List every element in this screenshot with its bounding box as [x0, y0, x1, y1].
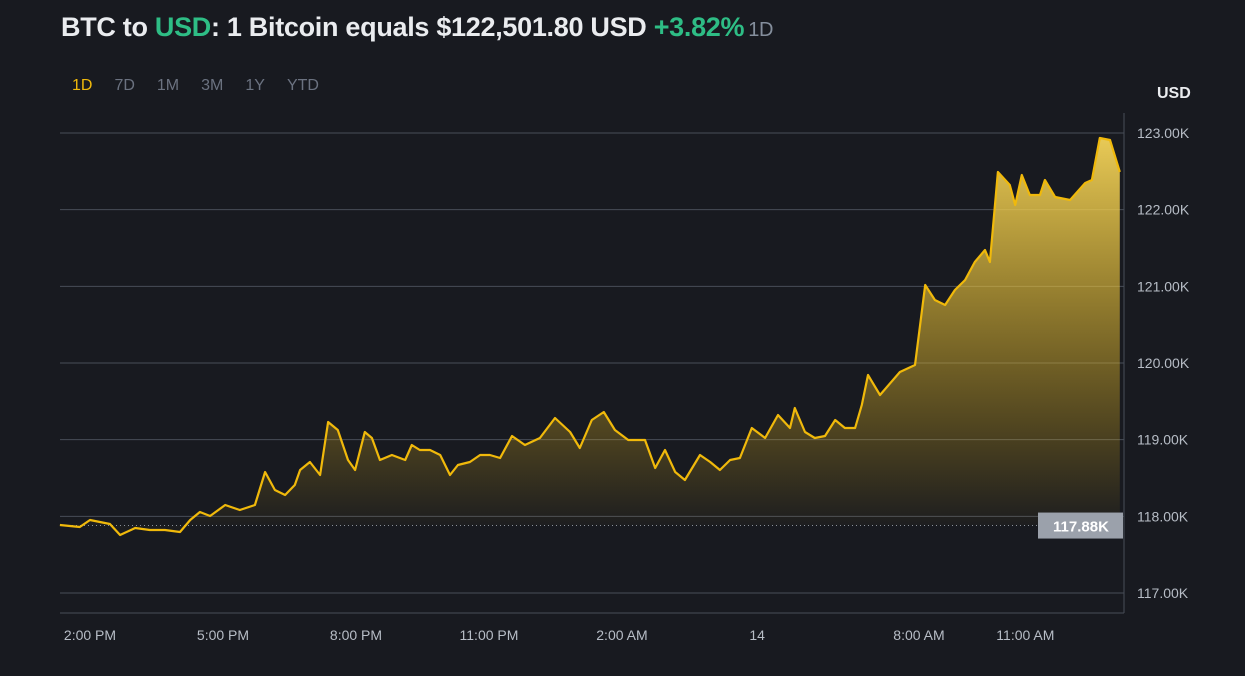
y-tick-label: 119.00K — [1137, 432, 1189, 448]
x-tick-label: 8:00 AM — [893, 627, 944, 643]
y-tick-label: 120.00K — [1137, 355, 1190, 371]
y-tick-label: 122.00K — [1137, 202, 1190, 218]
price-statement: : 1 Bitcoin equals $122,501.80 USD — [211, 12, 654, 42]
x-tick-label: 8:00 PM — [330, 627, 382, 643]
y-tick-label: 121.00K — [1137, 278, 1190, 294]
quote-label: USD — [154, 12, 211, 42]
x-tick-label: 11:00 PM — [460, 627, 519, 643]
y-tick-label: 117.00K — [1137, 585, 1189, 601]
tab-1m[interactable]: 1M — [156, 77, 180, 94]
change-percent: +3.82% — [653, 12, 745, 42]
x-tick-label: 14 — [749, 627, 765, 643]
period-label: 1D — [748, 19, 774, 41]
reference-label: 117.88K — [1053, 519, 1109, 536]
base-label: BTC to — [61, 12, 155, 42]
y-axis-unit: USD — [1157, 85, 1191, 102]
tab-1y[interactable]: 1Y — [245, 77, 265, 94]
tab-1d[interactable]: 1D — [72, 77, 93, 94]
x-tick-label: 11:00 AM — [996, 627, 1054, 643]
plot-area — [59, 136, 1124, 537]
tab-7d[interactable]: 7D — [114, 77, 135, 94]
x-tick-label: 2:00 AM — [596, 627, 647, 643]
x-tick-label: 5:00 PM — [197, 627, 249, 643]
timeframe-tabs: 1D 7D 1M 3M 1Y YTD — [61, 77, 330, 95]
reference-label-box — [1038, 512, 1123, 539]
area-fill — [59, 138, 1120, 535]
x-tick-label: 2:00 PM — [64, 627, 116, 643]
page-title: BTC to USD: 1 Bitcoin equals $122,501.80… — [61, 12, 774, 43]
price-line — [59, 136, 1121, 537]
tab-ytd[interactable]: YTD — [286, 77, 319, 94]
y-tick-label: 118.00K — [1137, 508, 1189, 524]
tab-3m[interactable]: 3M — [201, 77, 224, 94]
axes: 117.00K 118.00K 119.00K 120.00K 121.00K 122.0… — [60, 113, 1190, 643]
y-tick-label: 123.00K — [1137, 125, 1190, 141]
